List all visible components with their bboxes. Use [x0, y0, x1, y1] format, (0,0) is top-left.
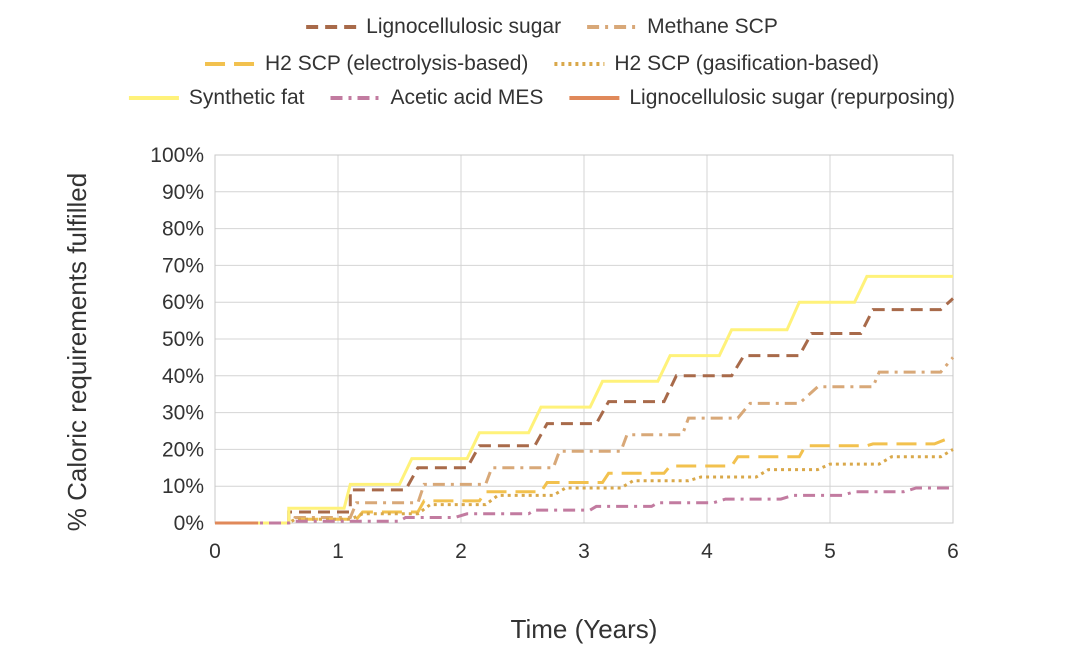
x-tick-label: 4 [701, 540, 713, 563]
y-tick-label: 20% [162, 438, 204, 461]
y-tick-label: 40% [162, 365, 204, 388]
x-axis-title: Time (Years) [511, 614, 658, 644]
x-tick-label: 0 [209, 540, 221, 563]
y-axis-title: % Caloric requirements fulfilled [62, 173, 92, 531]
legend: Lignocellulosic sugar Methane SCP H2 SCP (… [128, 15, 955, 109]
x-tick-label: 1 [332, 540, 344, 563]
y-tick-labels: 0% 10% 20% 30% 40% 50% 60% 70% 80% 90% 100% [150, 144, 204, 535]
grid [214, 154, 954, 524]
legend-label-h2-scp-electrolysis-based: H2 SCP (electrolysis-based) [265, 52, 528, 75]
plot-area-border [214, 154, 954, 524]
y-tick-label: 0% [174, 512, 204, 535]
y-tick-label: 50% [162, 328, 204, 351]
y-tick-label: 60% [162, 291, 204, 314]
y-tick-label: 80% [162, 218, 204, 241]
legend-label-methane-scp: Methane SCP [647, 15, 778, 38]
y-tick-label: 100% [150, 144, 204, 167]
x-tick-labels: 0 1 2 3 4 5 6 [209, 540, 959, 563]
series-layer [215, 274, 955, 525]
series-line-synthetic-fat [215, 274, 953, 525]
x-tick-label: 5 [824, 540, 836, 563]
x-tick-label: 6 [947, 540, 959, 563]
x-tick-label: 3 [578, 540, 590, 563]
legend-label-lignocellulosic-sugar: Lignocellulosic sugar [366, 15, 561, 38]
y-tick-label: 30% [162, 402, 204, 425]
x-tick-label: 2 [455, 540, 467, 563]
series-line-methane-scp [215, 356, 955, 525]
series-line-acetic-acid-mes [215, 486, 953, 525]
legend-label-acetic-acid-mes: Acetic acid MES [390, 86, 543, 109]
y-tick-label: 10% [162, 475, 204, 498]
y-tick-label: 90% [162, 181, 204, 204]
y-tick-label: 70% [162, 254, 204, 277]
legend-label-h2-scp-gasification-based: H2 SCP (gasification-based) [614, 52, 879, 75]
legend-label-lignocellulosic-sugar-repurposing: Lignocellulosic sugar (repurposing) [629, 86, 955, 109]
series-line-lignocellulosic-sugar [215, 297, 955, 525]
legend-label-synthetic-fat: Synthetic fat [189, 86, 305, 109]
